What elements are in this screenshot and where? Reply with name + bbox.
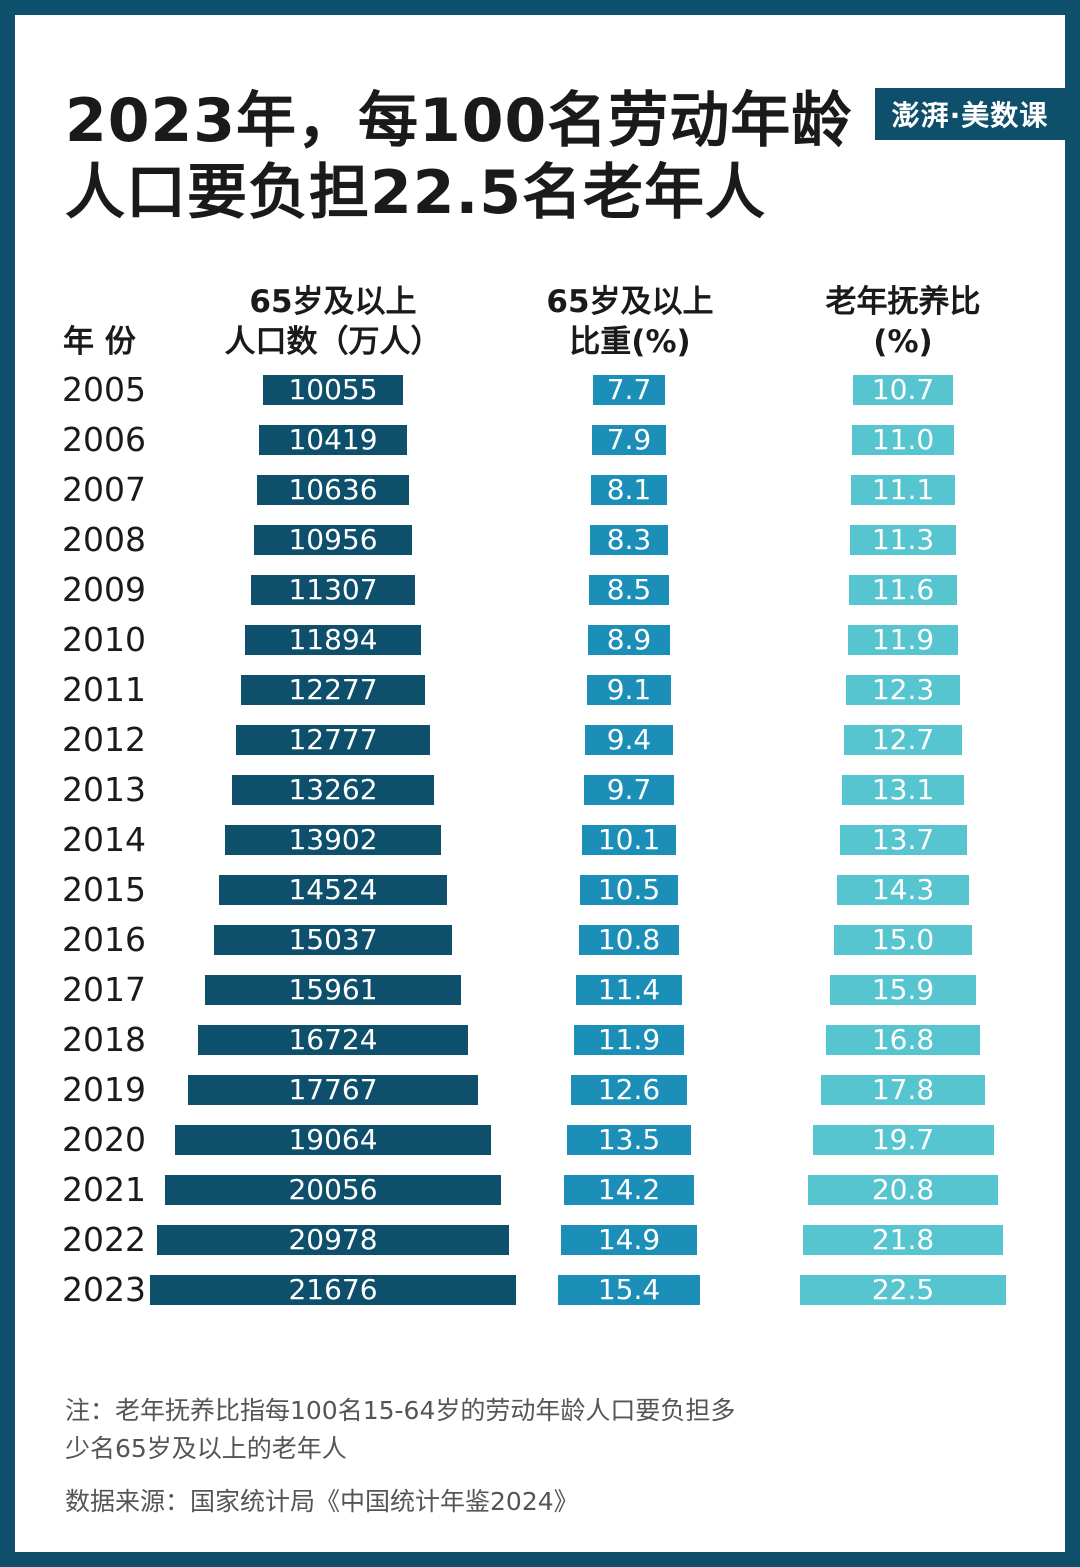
- share-bar: 9.4: [585, 725, 673, 755]
- pop-bar: 12277: [241, 675, 425, 705]
- pop-bar: 11307: [250, 575, 416, 605]
- ratio-bar: 11.0: [851, 425, 955, 455]
- share-bar: 10.8: [579, 925, 679, 955]
- pop-bar: 14524: [219, 875, 447, 905]
- infographic-card: 2023年，每100名劳动年龄 人口要负担22.5名老年人 澎湃·美数课 年 份…: [15, 15, 1065, 1552]
- pop-bar: 11894: [245, 625, 421, 655]
- ratio-bar: 11.3: [850, 525, 956, 555]
- pop-bar: 17767: [187, 1075, 479, 1105]
- year-label: 2017: [62, 970, 146, 1009]
- ratio-header-line-1: 老年抚养比: [825, 284, 981, 320]
- share-bar: 11.4: [576, 975, 682, 1005]
- share-bar: 8.9: [587, 625, 671, 655]
- year-label: 2018: [62, 1020, 146, 1059]
- year-label: 2010: [62, 620, 146, 659]
- share-bar: 13.5: [566, 1125, 692, 1155]
- year-label: 2013: [62, 770, 146, 809]
- pop-bar: 10956: [254, 525, 412, 555]
- pop-bar: 10636: [257, 475, 409, 505]
- pop-bar: 13262: [231, 775, 435, 805]
- pop-bar: 16724: [197, 1025, 468, 1055]
- ratio-bar: 10.7: [853, 375, 953, 405]
- share-bar: 14.9: [560, 1225, 698, 1255]
- ratio-bar: 11.9: [847, 625, 959, 655]
- share-bar: 14.2: [563, 1175, 695, 1205]
- share-bar: 10.5: [580, 875, 678, 905]
- page-title: 2023年，每100名劳动年龄 人口要负担22.5名老年人: [65, 85, 852, 229]
- ratio-bar: 16.8: [825, 1025, 981, 1055]
- ratio-bar: 12.3: [845, 675, 961, 705]
- pop-bar: 10055: [263, 375, 403, 405]
- year-label: 2012: [62, 720, 146, 759]
- ratio-bar: 11.1: [851, 475, 955, 505]
- year-label: 2006: [62, 420, 146, 459]
- share-header-line-2: 比重(%): [569, 324, 691, 360]
- pop-bar: 13902: [225, 825, 441, 855]
- year-label: 2021: [62, 1170, 146, 1209]
- share-bar: 7.7: [593, 375, 665, 405]
- year-header-label: 年 份: [63, 324, 136, 360]
- year-label: 2008: [62, 520, 146, 559]
- ratio-bar: 17.8: [821, 1075, 985, 1105]
- ratio-bar: 12.7: [844, 725, 962, 755]
- ratio-bar: 11.6: [848, 575, 958, 605]
- title-line-1: 2023年，每100名劳动年龄: [65, 86, 853, 156]
- pop-bar: 12777: [236, 725, 430, 755]
- year-label: 2007: [62, 470, 146, 509]
- share-bar: 10.1: [582, 825, 676, 855]
- brand-logo: 澎湃·美数课: [875, 88, 1065, 140]
- share-bar: 8.5: [589, 575, 669, 605]
- year-label: 2016: [62, 920, 146, 959]
- ratio-bar: 15.9: [829, 975, 977, 1005]
- footnote-line-1: 注：老年抚养比指每100名15-64岁的劳动年龄人口要负担多: [65, 1396, 736, 1425]
- ratio-bar: 15.0: [833, 925, 973, 955]
- year-header: 年 份: [63, 322, 136, 362]
- share-bar: 9.7: [584, 775, 674, 805]
- footnote: 注：老年抚养比指每100名15-64岁的劳动年龄人口要负担多 少名65岁及以上的…: [65, 1392, 825, 1468]
- ratio-bar: 14.3: [836, 875, 970, 905]
- pop-bar: 15037: [214, 925, 452, 955]
- pop-bar: 10419: [259, 425, 407, 455]
- year-label: 2019: [62, 1070, 146, 1109]
- share-bar: 8.3: [590, 525, 668, 555]
- year-label: 2015: [62, 870, 146, 909]
- data-source: 数据来源：国家统计局《中国统计年鉴2024》: [65, 1487, 579, 1516]
- ratio-header: 老年抚养比 (%): [778, 282, 1028, 362]
- pop-bar: 19064: [175, 1125, 491, 1155]
- ratio-header-line-2: (%): [873, 324, 933, 360]
- year-label: 2023: [62, 1270, 146, 1309]
- ratio-bar: 21.8: [803, 1225, 1003, 1255]
- year-label: 2020: [62, 1120, 146, 1159]
- ratio-bar: 13.7: [839, 825, 967, 855]
- share-bar: 12.6: [570, 1075, 688, 1105]
- population-header-line-1: 65岁及以上: [249, 284, 417, 320]
- footnote-line-2: 少名65岁及以上的老年人: [65, 1434, 347, 1463]
- ratio-bar: 13.1: [842, 775, 964, 805]
- year-label: 2011: [62, 670, 146, 709]
- pop-bar: 20978: [156, 1225, 510, 1255]
- share-bar: 8.1: [591, 475, 667, 505]
- pop-bar: 20056: [165, 1175, 501, 1205]
- ratio-bar: 19.7: [812, 1125, 994, 1155]
- year-label: 2022: [62, 1220, 146, 1259]
- share-bar: 11.9: [574, 1025, 684, 1055]
- title-line-2: 人口要负担22.5名老年人: [65, 158, 767, 228]
- share-bar: 15.4: [558, 1275, 700, 1305]
- year-label: 2005: [62, 370, 146, 409]
- population-header: 65岁及以上 人口数（万人）: [208, 282, 458, 362]
- ratio-bar: 22.5: [799, 1275, 1007, 1305]
- ratio-bar: 20.8: [807, 1175, 999, 1205]
- share-header: 65岁及以上 比重(%): [505, 282, 755, 362]
- year-label: 2009: [62, 570, 146, 609]
- year-label: 2014: [62, 820, 146, 859]
- population-header-line-2: 人口数（万人）: [224, 324, 442, 360]
- share-header-line-1: 65岁及以上: [546, 284, 714, 320]
- share-bar: 7.9: [592, 425, 666, 455]
- share-bar: 9.1: [586, 675, 672, 705]
- pop-bar: 21676: [149, 1275, 517, 1305]
- pop-bar: 15961: [205, 975, 461, 1005]
